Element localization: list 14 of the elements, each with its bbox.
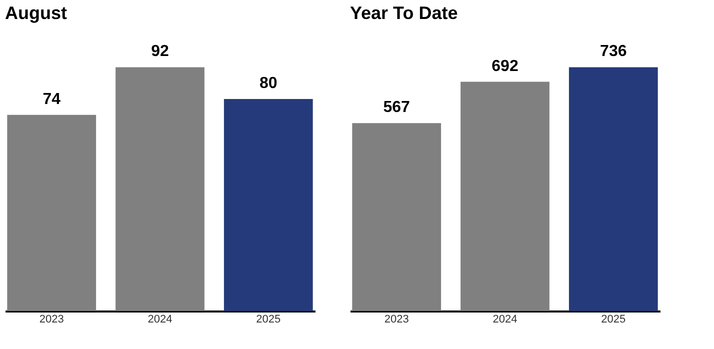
x-tick-label: 2025: [601, 314, 626, 326]
x-tick-label: 2025: [256, 314, 281, 326]
data-label: 692: [492, 58, 518, 75]
data-label: 92: [151, 43, 169, 60]
data-label: 567: [383, 99, 410, 116]
data-label: 736: [600, 43, 627, 60]
x-tick-label: 2024: [492, 314, 518, 326]
chart-title: August: [5, 3, 67, 24]
data-label: 80: [259, 75, 278, 92]
x-tick-label: 2023: [384, 314, 409, 326]
x-tick-label: 2024: [148, 314, 172, 326]
data-label: 74: [42, 90, 61, 108]
x-tick-label: 2023: [39, 314, 64, 326]
chart-title: Year To Date: [350, 3, 458, 24]
